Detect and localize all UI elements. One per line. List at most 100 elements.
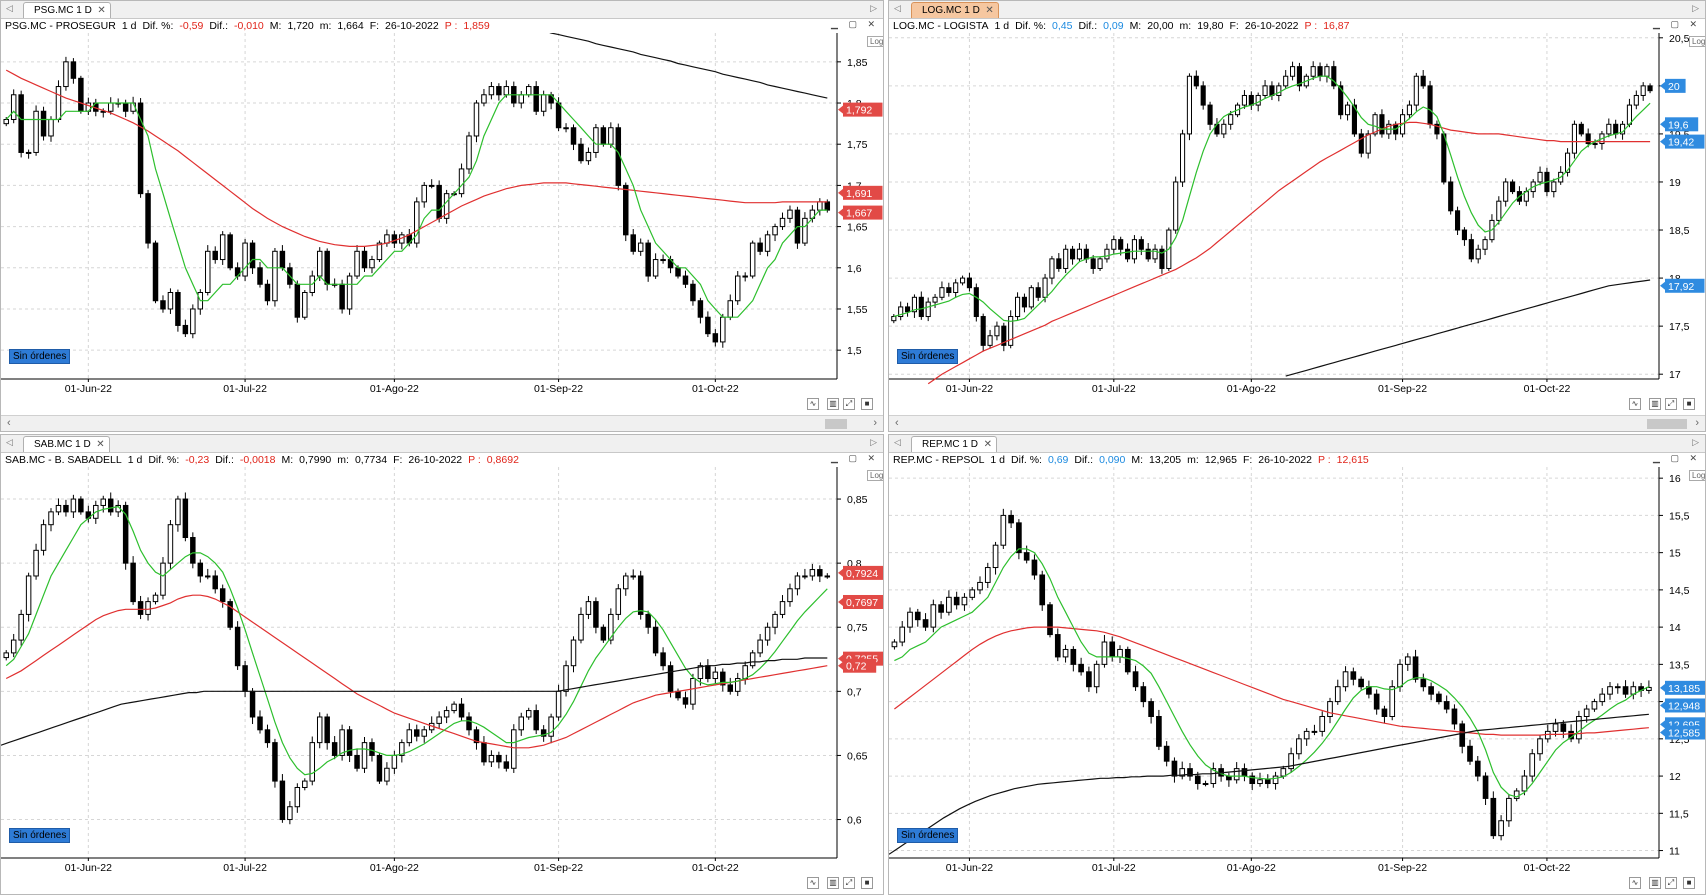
chart-tab[interactable]: REP.MC 1 D ✕ [911, 436, 997, 452]
expand-icon[interactable]: ⤢ [843, 398, 855, 410]
tab-label: PSG.MC 1 D [34, 5, 92, 16]
max-value: 13,205 [1149, 454, 1182, 466]
layout-icon[interactable]: ▥ [827, 398, 839, 410]
close-tab-icon[interactable]: ✕ [985, 5, 994, 16]
candle-body [600, 127, 607, 145]
scroll-thumb[interactable] [825, 419, 847, 429]
moving-average-line [5, 94, 828, 318]
scroll-left-icon[interactable]: ‹ [7, 417, 11, 429]
plot-area: 01-Jun-22 01-Jul-22 01-Ago-22 01-Sep-22 01-O… [889, 467, 1705, 879]
tab-scroll-right-icon[interactable]: ▷ [870, 3, 877, 13]
candle-body [242, 665, 248, 692]
tab-scroll-right-icon[interactable]: ▷ [1692, 437, 1699, 447]
fill-icon[interactable]: ■ [1683, 398, 1695, 410]
candle-body [652, 259, 659, 277]
candle-body [264, 283, 271, 302]
tab-label: REP.MC 1 D [922, 439, 978, 450]
candle-body [1076, 248, 1082, 260]
candle-body [481, 94, 487, 104]
expand-icon[interactable]: ⤢ [1665, 398, 1677, 410]
expand-icon[interactable]: ⤢ [843, 877, 855, 889]
window-buttons[interactable]: ▁ ▢ ✕ [1653, 453, 1701, 463]
orders-status-badge[interactable]: Sin órdenes [9, 828, 71, 843]
symbol-info-bar: LOG.MC - LOGISTA 1 d Dif. %: 0,45 Dif.: 0,09 M… [889, 19, 1705, 33]
candle-body [511, 729, 517, 769]
horizontal-scrollbar[interactable]: ‹ › [1, 415, 883, 431]
y-tick-label: 17,5 [1669, 321, 1690, 333]
window-buttons[interactable]: ▁ ▢ ✕ [831, 19, 879, 29]
tab-scroll-right-icon[interactable]: ▷ [1692, 3, 1699, 13]
max-value: 0,7990 [299, 454, 332, 466]
wave-icon[interactable]: ∿ [807, 877, 819, 889]
candle-body [257, 716, 263, 731]
candle-body [787, 588, 793, 603]
candle-body [376, 754, 383, 782]
tab-scroll-left-icon[interactable]: ◁ [894, 3, 901, 13]
y-tick-label: 0,75 [847, 622, 868, 634]
price-tag [843, 102, 883, 117]
log-scale-button[interactable]: Log [867, 470, 883, 481]
scroll-right-icon[interactable]: › [1695, 417, 1699, 429]
close-tab-icon[interactable]: ✕ [983, 439, 992, 450]
candle-body [1180, 133, 1186, 183]
scroll-right-icon[interactable]: › [873, 417, 877, 429]
candle-body [1420, 678, 1427, 688]
tab-scroll-left-icon[interactable]: ◁ [6, 437, 13, 447]
expand-icon[interactable]: ⤢ [1665, 877, 1677, 889]
tab-scroll-left-icon[interactable]: ◁ [6, 3, 13, 13]
candle-body [817, 569, 823, 577]
price-chart[interactable]: 01-Jun-22 01-Jul-22 01-Ago-22 01-Sep-22 01-O… [1, 23, 883, 397]
candle-body [1288, 753, 1294, 770]
candle-body [907, 611, 913, 628]
candle-body [1413, 75, 1419, 106]
orders-status-badge[interactable]: Sin órdenes [9, 349, 71, 364]
candle-body [40, 110, 47, 137]
candle-body [1269, 85, 1275, 96]
close-tab-icon[interactable]: ✕ [97, 5, 106, 16]
candle-body [1083, 248, 1089, 260]
price-chart[interactable]: 01-Jun-22 01-Jul-22 01-Ago-22 01-Sep-22 01-O… [1, 467, 883, 876]
horizontal-scrollbar[interactable]: ‹ › [889, 415, 1705, 431]
candle-body [160, 562, 166, 596]
price-tag-pointer [1660, 683, 1665, 692]
orders-status-badge[interactable]: Sin órdenes [897, 828, 959, 843]
layout-icon[interactable]: ▥ [1649, 877, 1661, 889]
layout-icon[interactable]: ▥ [1649, 398, 1661, 410]
price-chart[interactable]: 01-Jun-22 01-Jul-22 01-Ago-22 01-Sep-22 01-O… [889, 33, 1705, 397]
chart-tab[interactable]: PSG.MC 1 D ✕ [23, 2, 111, 18]
log-scale-button[interactable]: Log [1689, 470, 1705, 481]
chart-tab[interactable]: LOG.MC 1 D ✕ [911, 2, 999, 18]
price-chart[interactable]: 01-Jun-22 01-Jul-22 01-Ago-22 01-Sep-22 01-O… [889, 467, 1705, 876]
price-tag-label: 12,585 [1668, 728, 1700, 740]
chart-tab[interactable]: SAB.MC 1 D ✕ [23, 436, 110, 452]
chart-toolbar: ∿ ▥ ⤢ ■ [1625, 876, 1705, 892]
scroll-thumb[interactable] [1647, 419, 1687, 429]
tab-scroll-left-icon[interactable]: ◁ [894, 437, 901, 447]
close-tab-icon[interactable]: ✕ [96, 439, 105, 450]
fill-icon[interactable]: ■ [861, 398, 873, 410]
y-tick-label: 12 [1669, 771, 1681, 783]
candle-body [100, 498, 107, 506]
layout-icon[interactable]: ▥ [827, 877, 839, 889]
candle-body [167, 292, 174, 310]
tab-scroll-right-icon[interactable]: ▷ [870, 437, 877, 447]
orders-status-badge[interactable]: Sin órdenes [897, 349, 959, 364]
candle-body [994, 325, 1000, 337]
candle-body [593, 127, 599, 153]
candle-body [1054, 634, 1061, 658]
candle-body [10, 94, 17, 120]
wave-icon[interactable]: ∿ [807, 398, 819, 410]
log-scale-button[interactable]: Log [1689, 36, 1705, 47]
candle-body [1249, 775, 1256, 785]
window-buttons[interactable]: ▁ ▢ ✕ [1653, 19, 1701, 29]
wave-icon[interactable]: ∿ [1629, 877, 1641, 889]
candle-body [1186, 75, 1192, 135]
window-buttons[interactable]: ▁ ▢ ✕ [831, 453, 879, 463]
fill-icon[interactable]: ■ [861, 877, 873, 889]
wave-icon[interactable]: ∿ [1629, 398, 1641, 410]
candle-body [1008, 514, 1014, 524]
fill-icon[interactable]: ■ [1683, 877, 1695, 889]
candle-body [905, 306, 911, 313]
scroll-left-icon[interactable]: ‹ [895, 417, 899, 429]
log-scale-button[interactable]: Log [867, 36, 883, 47]
